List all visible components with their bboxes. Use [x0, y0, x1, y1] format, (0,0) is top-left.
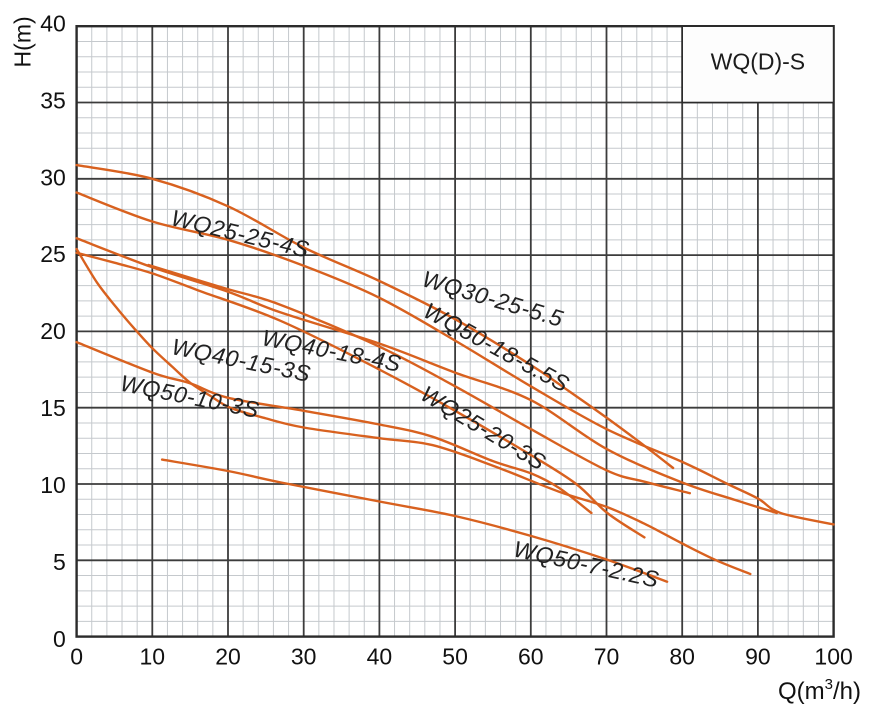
svg-text:Q(m3/h): Q(m3/h) [778, 676, 861, 705]
svg-text:35: 35 [40, 87, 66, 113]
svg-text:40: 40 [367, 643, 393, 669]
svg-text:20: 20 [215, 643, 241, 669]
svg-text:0: 0 [70, 643, 83, 669]
svg-text:H(m): H(m) [10, 16, 36, 67]
svg-text:WQ(D)-S: WQ(D)-S [711, 49, 806, 75]
svg-text:10: 10 [140, 643, 166, 669]
svg-text:5: 5 [53, 549, 66, 575]
svg-text:30: 30 [40, 164, 66, 190]
svg-text:70: 70 [594, 643, 620, 669]
svg-text:90: 90 [745, 643, 771, 669]
svg-text:20: 20 [40, 318, 66, 344]
svg-text:40: 40 [40, 10, 66, 36]
svg-text:25: 25 [40, 241, 66, 267]
svg-text:80: 80 [669, 643, 695, 669]
svg-text:15: 15 [40, 395, 66, 421]
svg-text:100: 100 [814, 643, 852, 669]
svg-text:30: 30 [291, 643, 317, 669]
svg-text:50: 50 [442, 643, 468, 669]
svg-text:60: 60 [518, 643, 544, 669]
svg-text:10: 10 [40, 472, 66, 498]
svg-text:0: 0 [53, 626, 66, 652]
